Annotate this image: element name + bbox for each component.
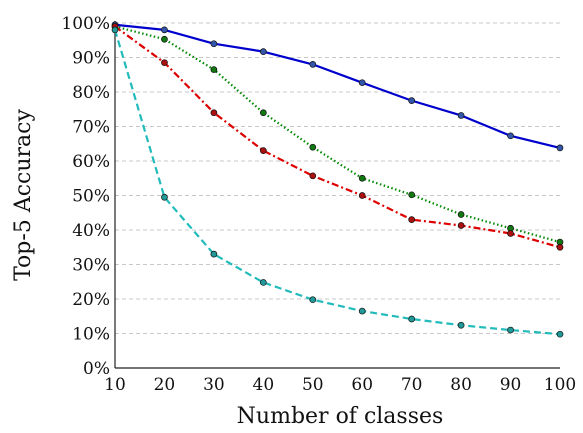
x-tick-labels: 10 20 30 40 50 60 70 80 90 100: [104, 375, 576, 395]
data-point: [358, 79, 366, 87]
x-tick-label: 10: [104, 375, 126, 395]
x-tick-label: 80: [450, 375, 472, 395]
data-point: [259, 48, 267, 55]
data-point: [210, 250, 218, 258]
data-point: [259, 109, 267, 117]
y-tick-label: 10%: [72, 325, 110, 345]
data-point: [457, 222, 465, 229]
x-tick-label: 70: [401, 375, 423, 395]
y-tick-label: 50%: [72, 187, 110, 207]
y-tick-labels: 0% 10% 20% 30% 40% 50% 60% 70% 80% 90% 100%: [61, 14, 110, 379]
data-point: [556, 243, 564, 251]
data-point: [408, 216, 416, 223]
data-point: [161, 35, 168, 43]
x-tick-label: 50: [302, 375, 324, 395]
data-point: [556, 144, 564, 152]
data-point: [507, 132, 514, 140]
x-tick-label: 30: [203, 375, 225, 395]
axes: [114, 21, 560, 369]
data-point: [210, 40, 218, 48]
data-point: [408, 191, 416, 199]
data-point: [507, 326, 514, 334]
y-tick-label: 60%: [72, 152, 110, 172]
data-point: [358, 174, 366, 182]
data-point: [358, 192, 366, 199]
x-tick-label: 20: [154, 375, 176, 395]
data-point: [457, 321, 465, 329]
data-point: [161, 59, 168, 67]
data-point: [259, 279, 267, 286]
y-tick-label: 30%: [72, 256, 110, 276]
grid-lines: [115, 22, 560, 334]
data-point: [309, 172, 317, 180]
x-tick-label: 40: [253, 375, 275, 395]
data-point: [259, 147, 267, 154]
x-tick-label: 60: [351, 375, 373, 395]
data-point: [309, 296, 317, 304]
series-line-3: [114, 25, 561, 249]
data-point: [161, 26, 168, 34]
series-lines: [113, 23, 561, 336]
data-point: [556, 330, 564, 338]
x-tick-label: 90: [500, 375, 522, 395]
data-point: [309, 143, 317, 151]
data-point: [161, 193, 168, 201]
data-point: [457, 112, 465, 119]
x-tick-label: 100: [544, 375, 576, 395]
y-tick-label: 0%: [83, 359, 110, 379]
data-point: [210, 109, 218, 117]
series-line-4: [113, 29, 561, 336]
series-line-1: [114, 23, 561, 149]
y-tick-label: 100%: [61, 14, 110, 34]
data-point: [210, 66, 218, 73]
data-point: [507, 230, 514, 237]
y-tick-label: 20%: [72, 290, 110, 310]
x-axis-title: Number of classes: [237, 404, 444, 429]
y-axis-title: Top-5 Accuracy: [11, 109, 36, 281]
y-tick-label: 90%: [72, 49, 110, 69]
series-markers: [111, 21, 564, 338]
data-point: [408, 97, 416, 104]
data-point: [358, 307, 366, 315]
y-tick-label: 40%: [72, 221, 110, 241]
data-point: [309, 61, 317, 68]
data-point: [111, 26, 119, 34]
data-point: [408, 315, 416, 323]
series-line-2: [114, 25, 561, 244]
y-tick-label: 70%: [72, 118, 110, 138]
y-tick-label: 80%: [72, 83, 110, 103]
data-point: [457, 211, 465, 218]
